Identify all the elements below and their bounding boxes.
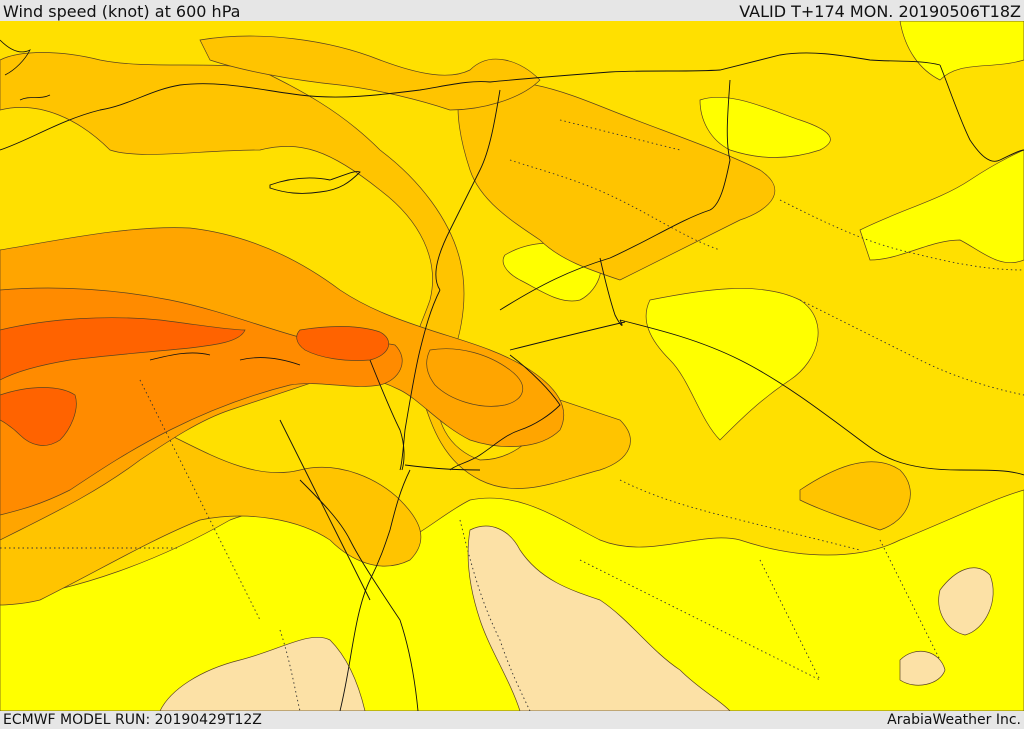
map-title: Wind speed (knot) at 600 hPa (3, 1, 241, 21)
province-lines (0, 119, 1024, 711)
band-light-yellow-ne (899, 21, 1024, 81)
cyprus-outline (269, 171, 361, 194)
band-light-yellow-east (859, 149, 1024, 264)
band-peach-east (938, 567, 994, 636)
country-borders (0, 52, 1024, 711)
credit: ArabiaWeather Inc. (887, 712, 1021, 728)
band-peach-saudi (467, 525, 731, 711)
band-peach-se (899, 651, 946, 686)
band-light-yellow-jordan (645, 288, 819, 441)
coast-details (0, 39, 301, 366)
band-gold-west (0, 52, 631, 489)
band-gold-north (199, 35, 541, 111)
band-gold-east (799, 461, 911, 531)
band-deep-orange (0, 317, 246, 446)
map-header: Wind speed (knot) at 600 hPa VALID T+174… (0, 0, 1024, 22)
model-run: ECMWF MODEL RUN: 20190429T12Z (3, 712, 262, 728)
wind-speed-map[interactable] (0, 21, 1024, 711)
band-light-orange-jordan (426, 348, 523, 407)
map-footer: ECMWF MODEL RUN: 20190429T12Z ArabiaWeat… (0, 711, 1024, 729)
band-peach-egypt (159, 636, 366, 711)
valid-time: VALID T+174 MON. 20190506T18Z (739, 1, 1021, 21)
band-gold-iraq (457, 81, 775, 281)
band-light-yellow-iraq (699, 96, 831, 158)
